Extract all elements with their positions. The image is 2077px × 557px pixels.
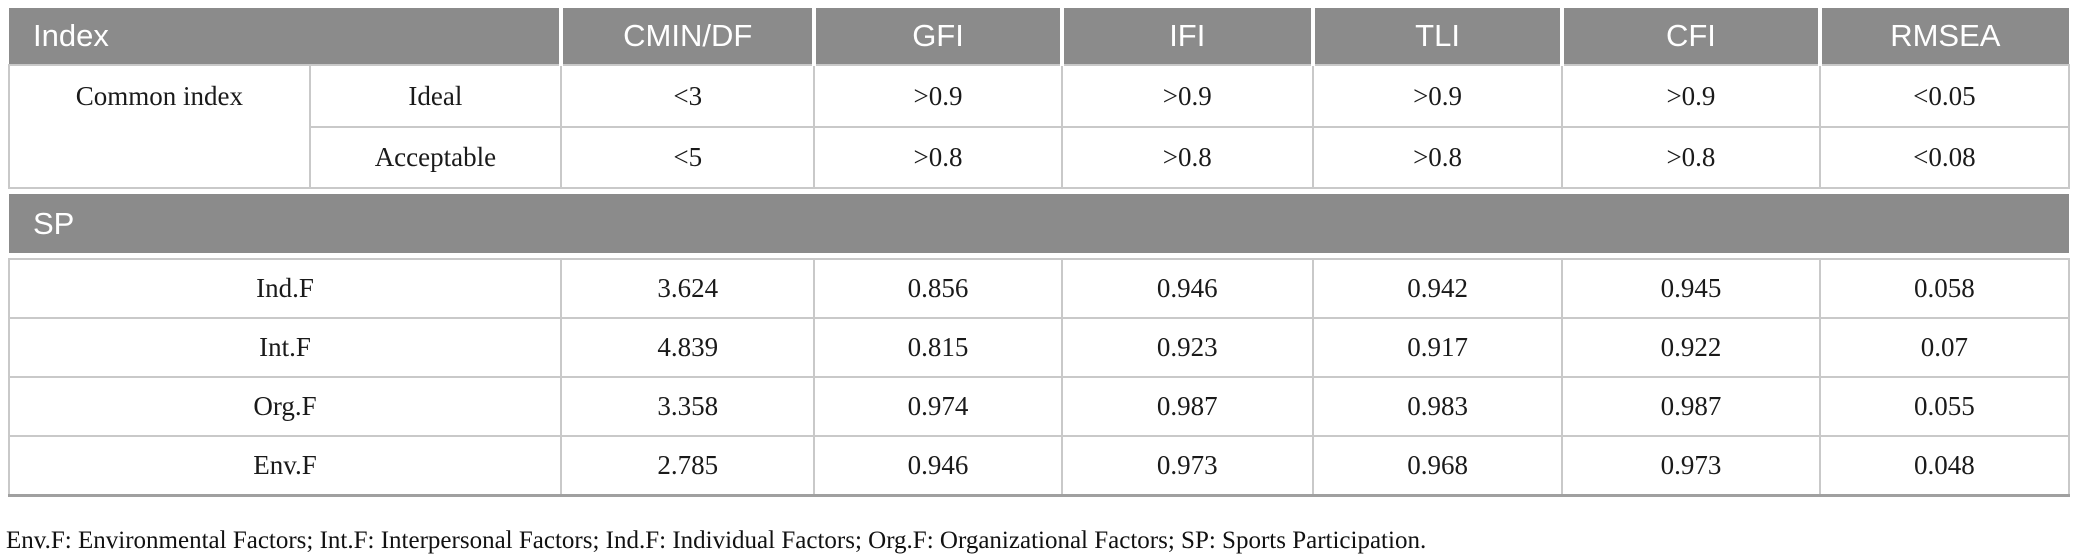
criteria-row-ideal: Common index Ideal <3 >0.9 >0.9 >0.9 >0.… [8,64,2071,189]
result-value: 0.987 [1060,376,1314,437]
criteria-value: >0.8 [1060,126,1314,189]
criteria-value: <0.08 [1818,126,2071,189]
criteria-value: <0.05 [1818,64,2071,128]
header-ifi: IFI [1059,8,1313,65]
result-value: 0.987 [1561,376,1821,437]
header-cfi: CFI [1560,8,1820,65]
result-value: 0.815 [813,317,1063,378]
result-value: 0.983 [1311,376,1564,437]
result-value: 0.942 [1311,258,1564,319]
criteria-value: >0.8 [1561,126,1821,189]
result-label: Org.F [7,376,563,437]
result-label: Ind.F [7,258,563,319]
criteria-value: <3 [560,64,816,128]
result-value: 0.058 [1818,258,2071,319]
result-value: 0.07 [1818,317,2071,378]
section-cell: SP [9,187,2069,260]
criteria-value: >0.8 [813,126,1063,189]
criteria-value: <5 [560,126,816,189]
fit-indices-table: Index CMIN/DF GFI IFI TLI CFI RMSEA Comm… [7,8,2071,497]
result-value: 3.358 [560,376,816,437]
header-row: Index CMIN/DF GFI IFI TLI CFI RMSEA [9,8,2069,65]
result-row-envf: Env.F 2.785 0.946 0.973 0.968 0.973 0.04… [7,435,2071,497]
result-value: 0.856 [813,258,1063,319]
result-value: 0.922 [1561,317,1821,378]
header-gfi: GFI [812,8,1062,65]
header-index: Index [9,8,562,65]
section-row-sp: SP [9,187,2069,260]
header-tli: TLI [1310,8,1563,65]
result-value: 4.839 [560,317,816,378]
result-label: Env.F [7,435,563,497]
result-value: 0.946 [813,435,1063,497]
result-value: 0.923 [1060,317,1314,378]
criteria-value: >0.8 [1311,126,1564,189]
criteria-value: >0.9 [1311,64,1564,128]
result-value: 0.974 [813,376,1063,437]
result-value: 0.945 [1561,258,1821,319]
result-value: 0.917 [1311,317,1564,378]
result-value: 0.973 [1561,435,1821,497]
result-value: 0.946 [1060,258,1314,319]
result-row-orgf: Org.F 3.358 0.974 0.987 0.983 0.987 0.05… [7,376,2071,437]
criteria-row-acceptable: Acceptable <5 >0.8 >0.8 >0.8 >0.8 <0.08 [9,126,2071,189]
result-value: 0.048 [1818,435,2071,497]
header-cmin-df: CMIN/DF [559,8,815,65]
result-value: 2.785 [560,435,816,497]
result-value: 0.968 [1311,435,1564,497]
criteria-value: >0.9 [813,64,1063,128]
result-row-indf: Ind.F 3.624 0.856 0.946 0.942 0.945 0.05… [7,258,2071,319]
header-rmsea: RMSEA [1817,8,2069,65]
result-value: 0.055 [1818,376,2071,437]
criteria-value: >0.9 [1561,64,1821,128]
section-band-sp: SP [9,194,2069,253]
criteria-group-label: Common index [8,64,311,189]
criteria-value: >0.9 [1060,64,1314,128]
result-label: Int.F [7,317,563,378]
result-row-intf: Int.F 4.839 0.815 0.923 0.917 0.922 0.07 [7,317,2071,378]
result-value: 0.973 [1060,435,1314,497]
result-value: 3.624 [560,258,816,319]
table-footnote: Env.F: Environmental Factors; Int.F: Int… [6,526,1427,554]
criteria-label: Acceptable [308,126,563,189]
criteria-label: Ideal [308,64,563,128]
